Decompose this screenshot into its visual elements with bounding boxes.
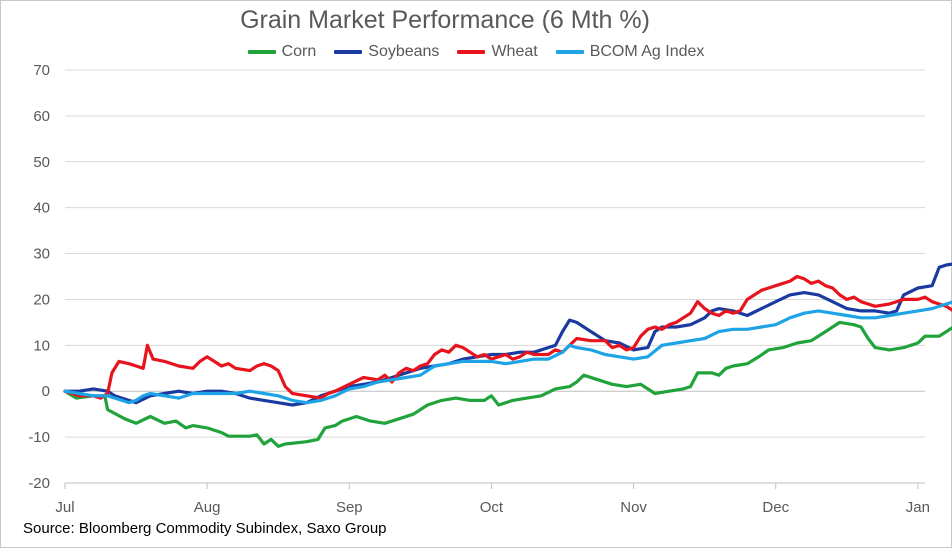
x-tick-label: Jan — [906, 499, 930, 516]
chart-legend: Corn Soybeans Wheat BCOM Ag Index — [0, 43, 952, 61]
y-tick-label: 60 — [33, 108, 50, 125]
x-tick-label: Sep — [336, 499, 363, 516]
x-tick-label: Nov — [620, 499, 647, 516]
x-tick-label: Dec — [762, 499, 789, 516]
x-tick-label: Aug — [194, 499, 221, 516]
y-tick-label: -10 — [28, 429, 50, 446]
y-tick-label: 70 — [33, 62, 50, 79]
legend-label-bcom: BCOM Ag Index — [589, 43, 705, 60]
y-tick-label: -20 — [28, 475, 50, 492]
x-tick-label: Jul — [55, 499, 74, 516]
y-tick-label: 50 — [33, 154, 50, 171]
y-tick-label: 30 — [33, 246, 50, 263]
series-line-wheat — [63, 274, 952, 400]
legend-item-corn: Corn — [247, 43, 317, 61]
legend-swatch-bcom — [555, 50, 584, 54]
x-tick-label: Oct — [480, 499, 504, 516]
legend-label-soybeans: Soybeans — [368, 43, 440, 60]
source-note: Source: Bloomberg Commodity Subindex, Sa… — [23, 520, 387, 537]
legend-label-wheat: Wheat — [491, 43, 538, 60]
legend-label-corn: Corn — [281, 43, 317, 60]
y-tick-label: 0 — [42, 383, 50, 400]
y-tick-label: 10 — [33, 337, 50, 354]
legend-item-wheat: Wheat — [457, 43, 538, 61]
legend-item-bcom: BCOM Ag Index — [555, 43, 705, 61]
legend-swatch-wheat — [457, 50, 486, 54]
y-tick-label: 40 — [33, 200, 50, 217]
y-tick-label: 20 — [33, 291, 50, 308]
legend-swatch-corn — [247, 50, 276, 54]
series-line-soybeans — [63, 262, 952, 407]
legend-item-soybeans: Soybeans — [334, 43, 439, 61]
chart-title: Grain Market Performance (6 Mth %) — [240, 6, 650, 34]
series-line-bcom-ag-index — [63, 300, 952, 405]
legend-swatch-soybeans — [334, 50, 363, 54]
series-line-corn — [63, 320, 952, 448]
